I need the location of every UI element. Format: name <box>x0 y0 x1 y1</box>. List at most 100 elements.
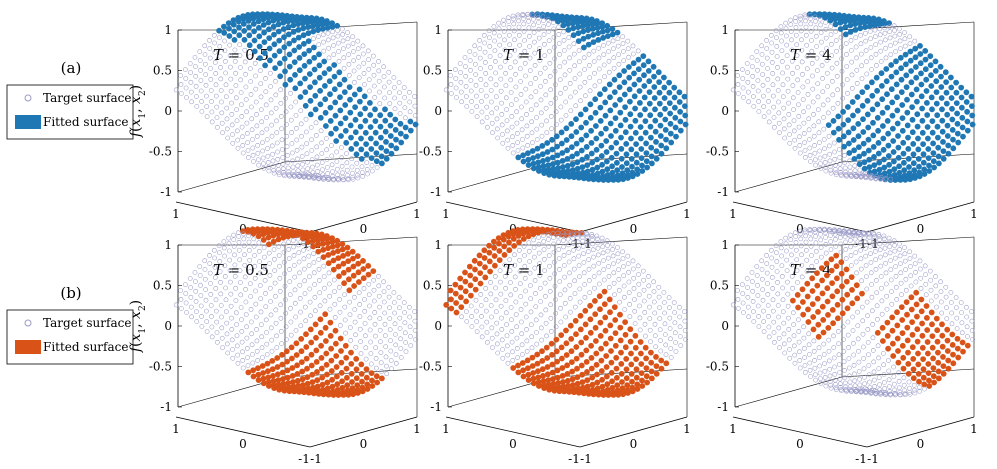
fitted-point <box>582 106 589 113</box>
target-point <box>759 52 765 57</box>
target-point <box>518 79 524 84</box>
z-tick-label: 0.5 <box>423 64 442 78</box>
target-point <box>204 319 210 324</box>
fitted-point <box>486 242 492 249</box>
fitted-point <box>879 109 886 116</box>
target-point <box>917 266 923 272</box>
target-point <box>296 242 301 248</box>
fitted-point <box>573 129 580 135</box>
fitted-point <box>515 232 522 239</box>
target-point <box>332 301 338 307</box>
fitted-point <box>905 349 911 356</box>
target-point <box>325 30 331 36</box>
target-point <box>668 355 674 360</box>
fitted-point <box>924 339 931 345</box>
fitted-point <box>805 306 811 313</box>
fitted-point <box>299 368 306 375</box>
target-point <box>837 381 843 387</box>
target-point <box>250 145 256 151</box>
target-point <box>298 323 304 329</box>
target-point <box>233 70 238 76</box>
target-point <box>262 265 268 271</box>
target-point <box>324 157 330 162</box>
fitted-point <box>290 22 297 29</box>
target-point <box>284 337 289 342</box>
target-point <box>907 256 913 261</box>
target-point <box>636 292 642 298</box>
target-point <box>886 377 892 383</box>
fitted-point <box>581 44 587 51</box>
target-point <box>849 72 855 78</box>
fitted-point <box>850 112 856 119</box>
target-point <box>271 163 276 169</box>
target-point <box>341 46 346 52</box>
fitted-point <box>622 319 628 325</box>
fitted-point <box>597 306 603 313</box>
fitted-point <box>255 233 262 240</box>
target-point <box>916 385 922 390</box>
target-point <box>862 235 868 240</box>
target-point <box>193 279 198 284</box>
fitted-point <box>842 24 849 30</box>
fitted-point <box>535 374 542 381</box>
x2-tick-label: 1 <box>970 422 978 436</box>
fitted-point <box>915 155 922 162</box>
fitted-point <box>280 376 286 382</box>
fitted-point <box>350 255 356 262</box>
fitted-point <box>366 100 373 106</box>
target-point <box>350 176 356 182</box>
target-point <box>582 93 588 99</box>
target-point <box>321 263 327 269</box>
fitted-point <box>364 386 371 392</box>
target-point <box>923 281 929 287</box>
target-point <box>229 337 235 343</box>
target-point <box>587 75 593 81</box>
target-point <box>616 267 621 272</box>
target-point <box>335 177 341 183</box>
target-point <box>813 25 819 31</box>
fitted-point <box>260 380 267 387</box>
target-point <box>842 230 848 236</box>
target-point <box>591 274 597 279</box>
fitted-point <box>910 355 917 362</box>
target-point <box>363 345 369 351</box>
target-point <box>558 90 563 96</box>
target-point <box>631 286 637 291</box>
target-point <box>807 152 813 158</box>
target-point <box>448 73 453 78</box>
fitted-point <box>635 56 642 63</box>
fitted-point <box>935 134 941 141</box>
target-point <box>806 116 812 122</box>
target-point <box>302 171 308 177</box>
panel-title: T = 4 <box>790 46 832 64</box>
target-point <box>788 29 794 34</box>
target-point <box>560 238 566 243</box>
fitted-point <box>515 154 522 161</box>
target-point <box>247 269 253 274</box>
target-point <box>469 314 474 319</box>
target-point <box>576 48 582 53</box>
target-point <box>775 76 781 82</box>
target-point <box>873 266 879 272</box>
fitted-point <box>308 351 315 358</box>
fitted-point <box>216 27 222 34</box>
fitted-point <box>311 387 318 394</box>
target-point <box>883 55 889 61</box>
target-point <box>312 282 317 287</box>
target-point <box>331 43 336 48</box>
target-point <box>325 175 331 180</box>
fitted-point <box>275 16 282 23</box>
target-point <box>267 285 273 291</box>
target-point <box>847 373 852 379</box>
fitted-point <box>639 383 646 389</box>
fitted-point <box>275 28 282 35</box>
fitted-point <box>857 20 863 27</box>
fitted-point <box>930 150 937 156</box>
target-point <box>899 292 904 298</box>
target-point <box>802 363 808 368</box>
fitted-point <box>338 369 345 376</box>
fitted-point <box>595 30 601 37</box>
fitted-point <box>632 332 639 339</box>
target-point <box>765 77 771 82</box>
fitted-point <box>495 235 502 241</box>
